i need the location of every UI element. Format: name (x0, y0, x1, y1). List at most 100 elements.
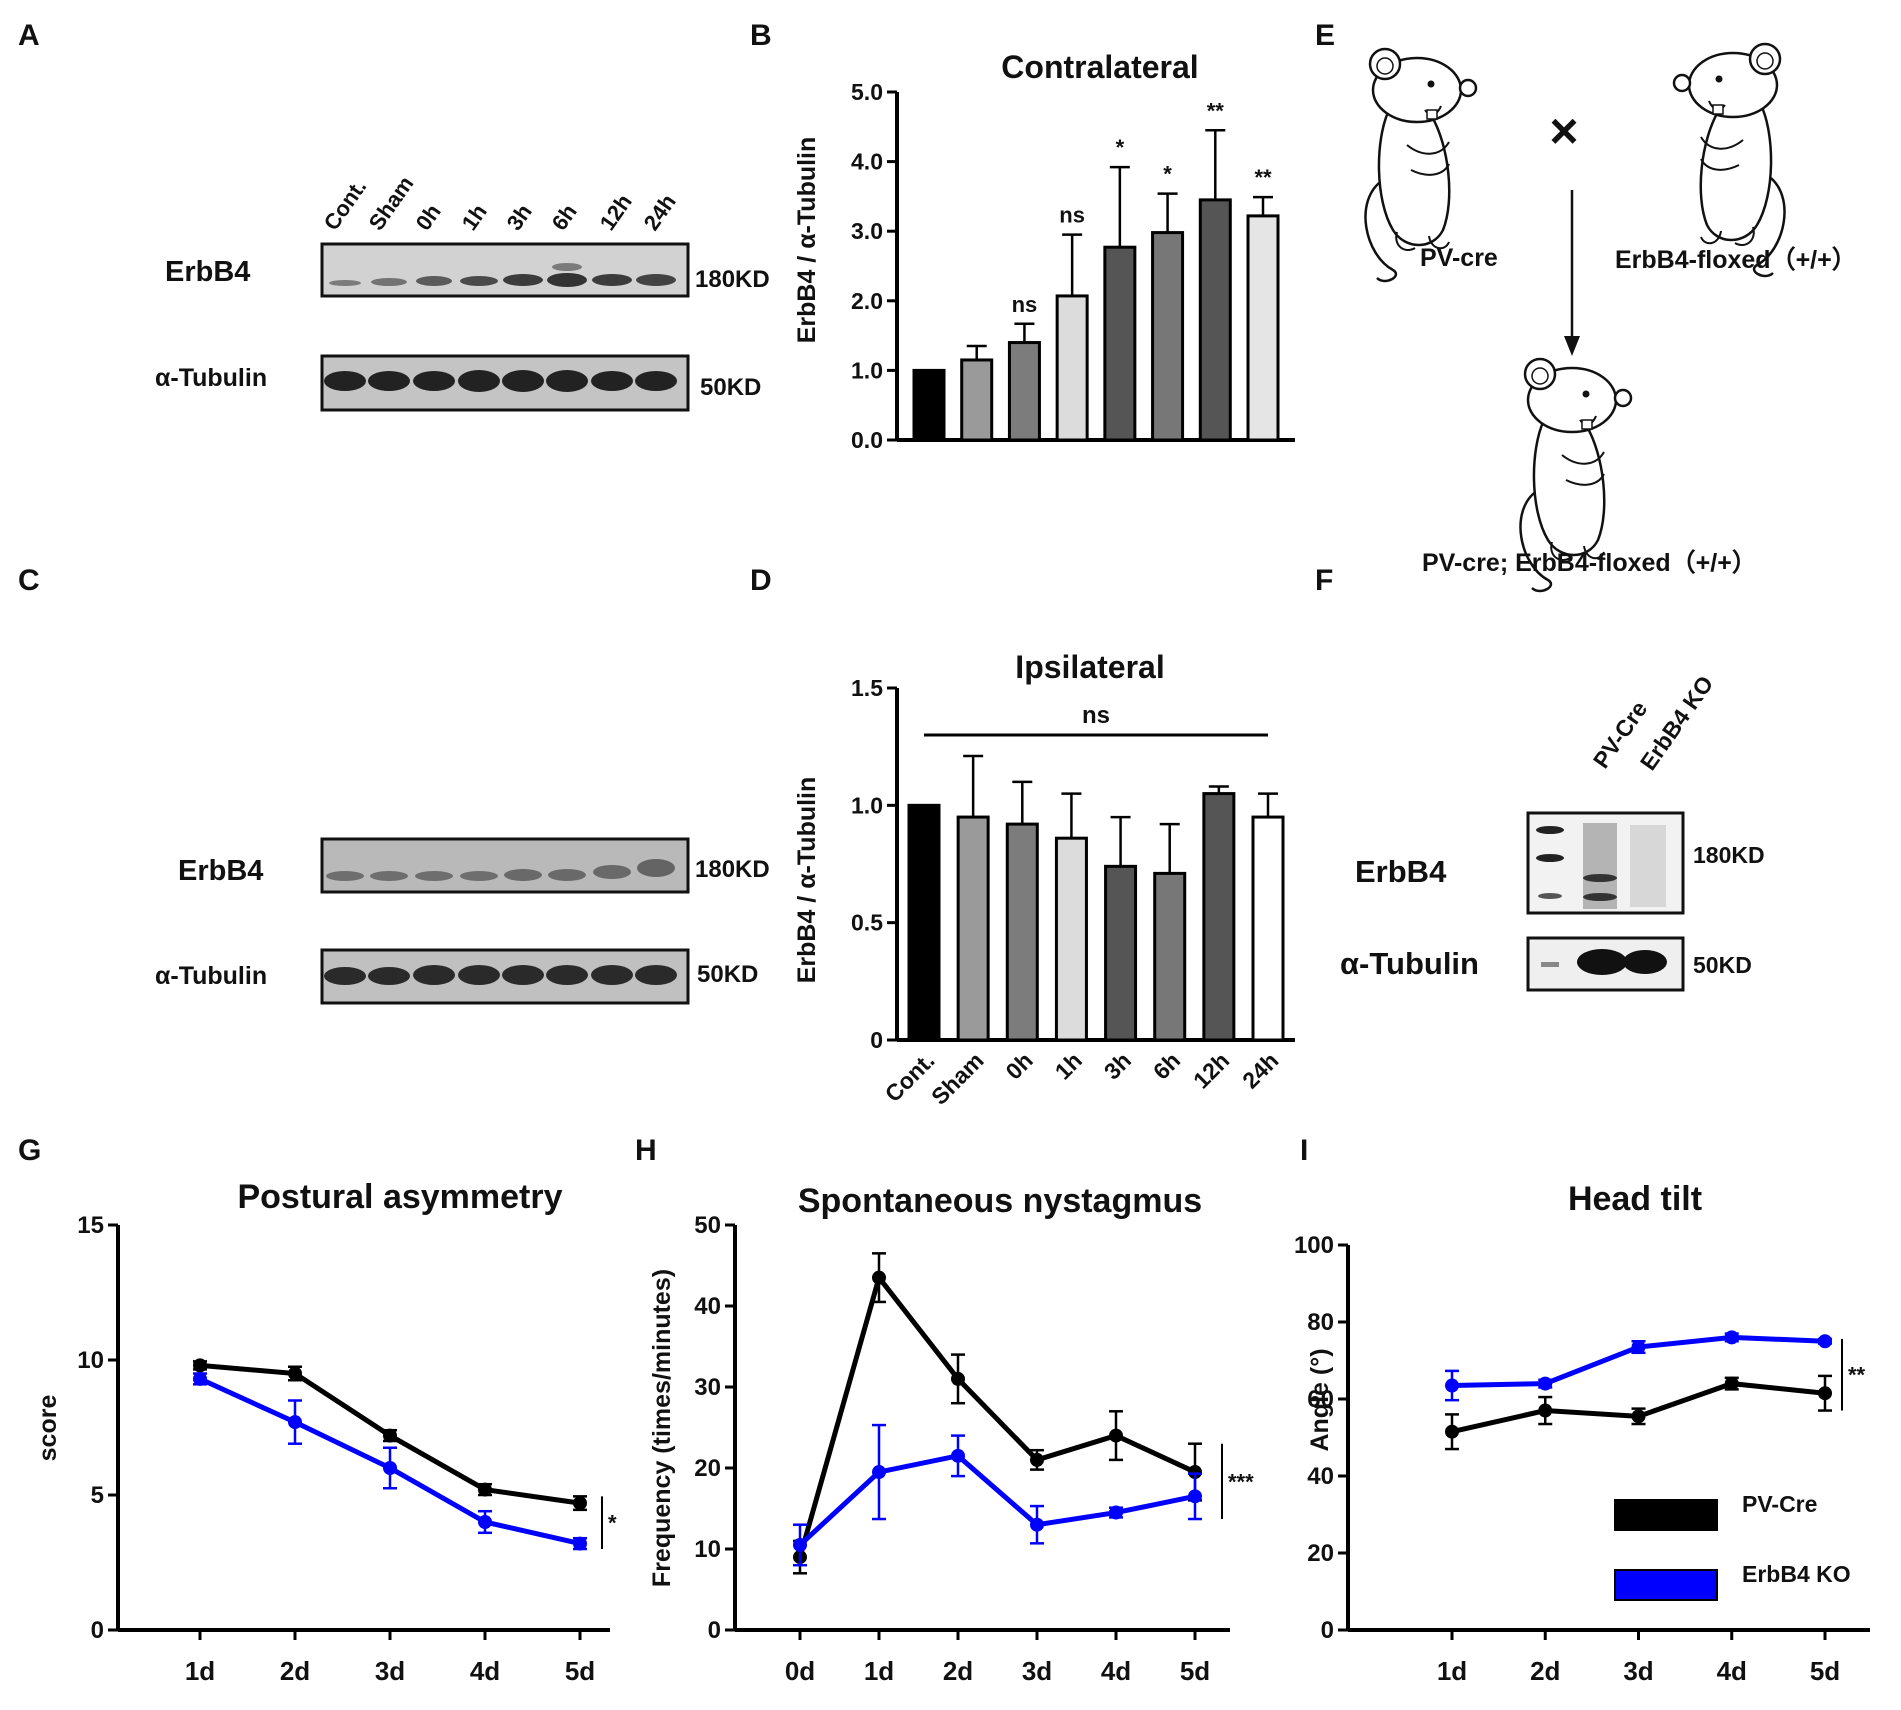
legend-label: PV-Cre (1742, 1491, 1817, 1517)
significance-label: * (608, 1511, 617, 1536)
blot-a-erbb4-bands (329, 263, 676, 287)
blot-f-erbb4-bands (1536, 823, 1666, 909)
band (548, 869, 586, 881)
y-tick-label: 4.0 (851, 149, 883, 175)
cross-parent1-label: PV-cre (1420, 244, 1498, 272)
significance-label: ** (1207, 98, 1225, 123)
bar (1153, 871, 1187, 1042)
x-tick-label: 5d (1180, 1656, 1210, 1686)
mouse-erbb4-floxed-illustration (1674, 44, 1785, 276)
y-tick-label: 3.0 (851, 218, 883, 244)
y-tick-label: 30 (694, 1374, 721, 1401)
y-axis-label: ErbB4 / α-Tubulin (793, 137, 821, 344)
x-tick-label: 1d (1437, 1656, 1467, 1686)
x-tick-label: 6h (1148, 1047, 1185, 1084)
data-point (478, 1515, 492, 1529)
blot-a-lane-labels: Cont. Sham 0h 1h 3h 6h 12h 24h (319, 171, 681, 234)
data-point (951, 1448, 965, 1463)
x-tick-label: 1d (185, 1656, 215, 1686)
legend-swatch (1614, 1569, 1718, 1601)
y-tick-label: 10 (694, 1536, 721, 1563)
panel-label-h: H (635, 1134, 657, 1167)
x-tick-label: 4d (1101, 1656, 1131, 1686)
band (591, 371, 633, 391)
data-point (1445, 1378, 1459, 1393)
band (636, 274, 676, 286)
x-tick-label: 3d (375, 1656, 405, 1686)
band (591, 965, 633, 985)
bar (960, 358, 994, 442)
blot-c-erbb4-bands (326, 859, 675, 881)
band (552, 263, 582, 271)
data-point (1631, 1409, 1646, 1424)
band (413, 371, 455, 391)
y-tick-label: 0.5 (851, 910, 883, 936)
panel-label-f: F (1315, 564, 1333, 597)
data-point (573, 1536, 587, 1551)
chart-title: Postural asymmetry (237, 1178, 562, 1216)
band (460, 871, 498, 881)
bar (1251, 815, 1285, 1042)
blot-a-erbb4-kd: 180KD (695, 266, 770, 293)
band (415, 871, 453, 881)
x-tick-label: Cont. (880, 1047, 940, 1107)
chart-b-contralateral: 0.0 1.0 2.0 3.0 4.0 5.0 Contralateral ErbB4 / α… (793, 49, 1295, 453)
y-axis-label: score (34, 1395, 62, 1462)
x-tick-label: Sham (926, 1047, 989, 1110)
band (368, 371, 410, 391)
band (458, 965, 500, 985)
y-tick-label: 15 (77, 1212, 104, 1239)
panel-label-d: D (750, 564, 772, 597)
data-point (793, 1537, 807, 1552)
x-tick-label: 0d (785, 1656, 815, 1686)
y-tick-label: 40 (694, 1293, 721, 1320)
y-axis-label: Frequency (times/minutes) (648, 1269, 676, 1587)
bar (1054, 836, 1088, 1042)
blot-a-lane-label: 3h (502, 199, 537, 234)
data-point (383, 1461, 397, 1475)
data-point (1030, 1452, 1044, 1467)
blot-c-tubulin-bands (324, 965, 677, 985)
data-point (951, 1371, 965, 1386)
blot-a-lane-label: Cont. (319, 174, 372, 234)
x-tick-label: 24h (1237, 1047, 1283, 1093)
significance-label: ** (1254, 165, 1272, 190)
significance-label: ns (1012, 292, 1038, 317)
legend-label: ErbB4 KO (1742, 1561, 1851, 1587)
y-tick-label: 20 (1307, 1540, 1334, 1567)
blot-a-lane-label: 24h (639, 189, 681, 234)
band (546, 370, 588, 392)
y-tick-label: 100 (1294, 1232, 1334, 1259)
chart-d-ipsilateral: 0 0.5 1.0 1.5 Ipsilateral ErbB4 / α-Tubulin Co… (793, 649, 1295, 1110)
bar (1055, 294, 1089, 442)
x-tick-label: 3d (1623, 1656, 1653, 1686)
significance-label: *** (1228, 1469, 1254, 1494)
data-point (1109, 1505, 1123, 1520)
data-point (383, 1428, 397, 1443)
chart-title: Ipsilateral (1015, 649, 1164, 685)
band (370, 871, 408, 881)
bar (1007, 341, 1041, 442)
data-point (288, 1366, 302, 1381)
blot-a-tubulin-kd: 50KD (700, 374, 761, 401)
blot-f-tubulin-kd: 50KD (1693, 952, 1752, 978)
chart-title: Spontaneous nystagmus (798, 1182, 1202, 1220)
significance-label: ** (1848, 1363, 1866, 1388)
bar (1104, 864, 1138, 1042)
blot-a-erbb4-label: ErbB4 (165, 256, 250, 288)
y-tick-label: 50 (694, 1212, 721, 1239)
bar (956, 815, 990, 1042)
blot-f-tubulin-label: α-Tubulin (1340, 946, 1479, 981)
band (503, 274, 543, 286)
blot-c-erbb4-kd: 180KD (695, 856, 770, 883)
chart-i-head-tilt: 0 20 40 60 80 100 Head tilt Angle (°) 1d 2d 3d 4d 5d… (1294, 1180, 1870, 1686)
y-tick-label: 5.0 (851, 79, 883, 105)
band (1583, 893, 1617, 901)
data-point (1109, 1428, 1123, 1443)
band (1536, 826, 1564, 834)
x-tick-label: 2d (1530, 1656, 1560, 1686)
band (371, 278, 407, 286)
x-tick-label: 2d (943, 1656, 973, 1686)
data-point (478, 1482, 492, 1497)
